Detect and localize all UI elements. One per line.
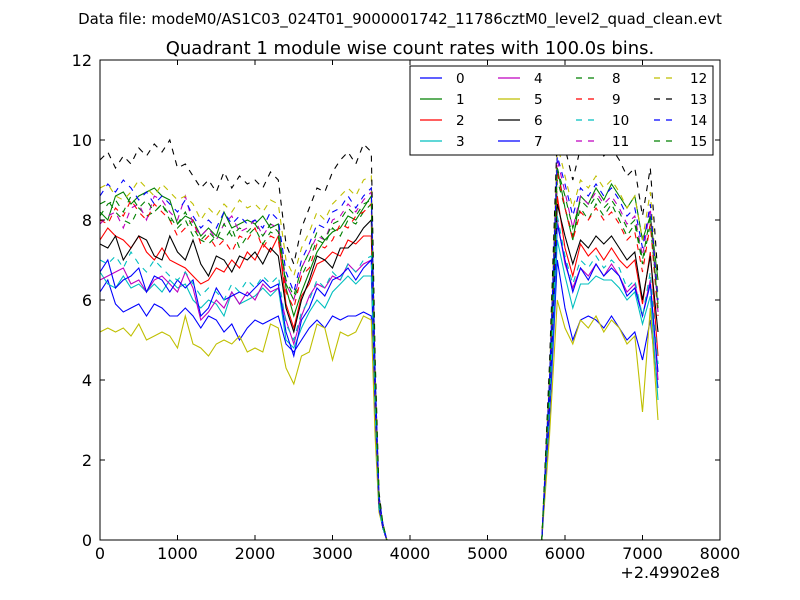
series-line-14 (100, 155, 659, 540)
legend-label-9: 9 (612, 92, 621, 108)
legend-label-13: 13 (690, 92, 707, 108)
legend-label-11: 11 (612, 134, 629, 150)
y-tick-label: 4 (82, 371, 92, 390)
series-line-7 (100, 223, 659, 540)
series-line-10 (100, 215, 659, 540)
y-tick-label: 8 (82, 211, 92, 230)
plot-area: 0 1000 2000 3000 4000 5000 6000 7000 80000246810… (72, 51, 741, 563)
y-tick-label: 6 (82, 291, 92, 310)
x-tick-label: 2000 (235, 544, 276, 563)
series-line-4 (100, 219, 659, 540)
x-tick-label: 4000 (390, 544, 431, 563)
series-line-15 (100, 167, 659, 540)
x-tick-label: 5000 (467, 544, 508, 563)
series-line-5 (100, 299, 659, 540)
series-line-8 (100, 179, 659, 540)
x-tick-label: 6000 (545, 544, 586, 563)
figure-suptitle: Data file: modeM0/AS1C03_024T01_90000017… (78, 10, 722, 29)
legend-box (409, 65, 714, 156)
y-tick-label: 0 (82, 531, 92, 550)
legend-label-4: 4 (534, 71, 543, 87)
series-line-9 (100, 171, 659, 540)
legend-label-7: 7 (534, 134, 543, 150)
legend-label-10: 10 (612, 113, 629, 129)
legend-label-12: 12 (690, 71, 707, 87)
x-tick-label: 8000 (700, 544, 741, 563)
legend-label-0: 0 (456, 71, 465, 87)
chart-title: Quadrant 1 module wise count rates with … (166, 38, 655, 59)
legend-label-6: 6 (534, 113, 543, 129)
legend-label-8: 8 (612, 71, 621, 87)
legend-label-15: 15 (690, 134, 707, 150)
series-line-12 (100, 143, 659, 540)
x-tick-label: 0 (95, 544, 105, 563)
legend-label-14: 14 (690, 113, 707, 129)
y-tick-label: 2 (82, 451, 92, 470)
x-offset-label: +2.49902e8 (620, 563, 720, 582)
legend-label-3: 3 (456, 134, 465, 150)
y-tick-label: 10 (72, 131, 92, 150)
series-line-3 (100, 239, 659, 540)
series-line-6 (100, 203, 659, 540)
legend-label-1: 1 (456, 92, 465, 108)
x-tick-label: 3000 (312, 544, 353, 563)
y-tick-label: 12 (72, 51, 92, 70)
legend-label-5: 5 (534, 92, 543, 108)
legend-label-2: 2 (456, 113, 465, 129)
x-tick-label: 1000 (157, 544, 198, 563)
x-tick-label: 7000 (622, 544, 663, 563)
